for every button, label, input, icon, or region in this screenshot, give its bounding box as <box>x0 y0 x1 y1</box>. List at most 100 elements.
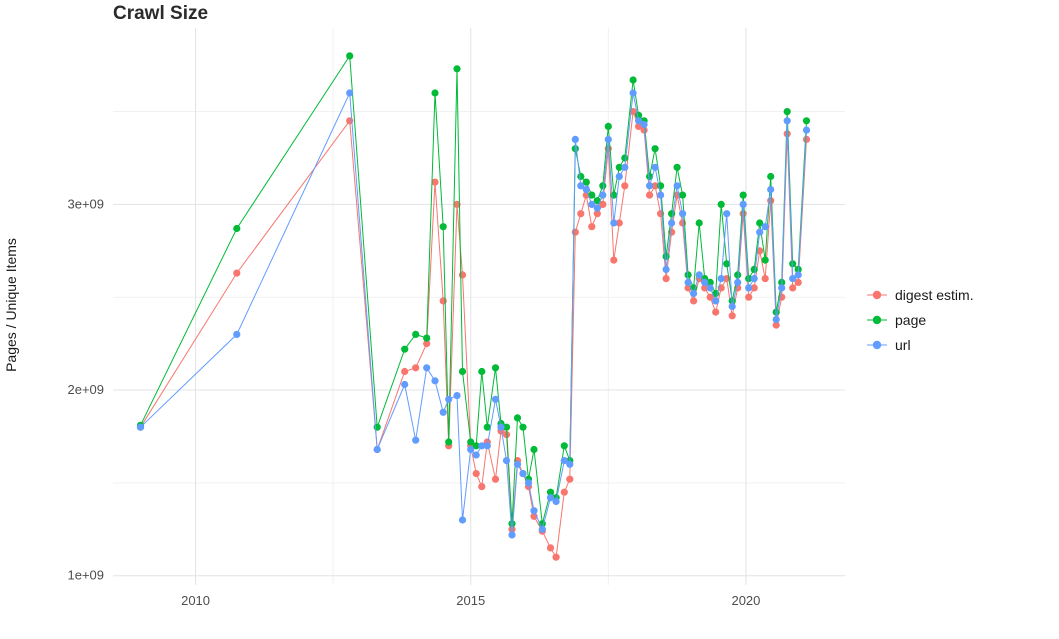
series-line <box>140 91 807 535</box>
data-point <box>472 470 480 478</box>
data-point <box>478 367 486 376</box>
data-point <box>439 297 447 305</box>
data-point <box>513 414 522 422</box>
data-point <box>552 553 560 561</box>
data-point <box>412 330 420 338</box>
data-point <box>679 191 687 199</box>
data-point <box>478 483 486 491</box>
data-point <box>629 89 637 97</box>
data-point <box>772 321 780 329</box>
data-point <box>546 488 555 496</box>
data-point <box>401 380 409 389</box>
data-point <box>577 210 585 218</box>
data-point <box>646 191 654 199</box>
legend-item-url: url <box>866 337 1059 353</box>
data-point <box>767 172 775 181</box>
data-point <box>739 191 747 199</box>
data-point <box>745 275 753 283</box>
legend: digest estim. page url <box>866 0 1059 639</box>
data-point <box>728 302 736 311</box>
data-point <box>467 445 475 454</box>
data-point <box>593 197 601 205</box>
data-point <box>615 172 623 181</box>
data-point <box>723 210 731 218</box>
y-tick-label: 1e+09 <box>67 568 104 583</box>
data-point <box>783 117 791 125</box>
data-point <box>453 65 461 73</box>
data-point <box>745 284 753 292</box>
data-point <box>668 210 676 218</box>
data-point <box>546 544 555 552</box>
data-point <box>734 278 742 286</box>
data-point <box>412 436 420 444</box>
data-point <box>530 445 538 454</box>
data-point <box>508 531 516 539</box>
data-point <box>593 210 601 218</box>
data-point <box>761 256 769 264</box>
data-point <box>483 442 491 450</box>
data-point <box>750 284 758 292</box>
data-point <box>519 470 527 478</box>
data-point <box>412 364 420 372</box>
legend-key-icon <box>867 315 887 324</box>
data-point <box>629 76 637 84</box>
data-point <box>577 182 585 190</box>
data-point <box>662 265 670 273</box>
y-tick-label: 3e+09 <box>67 196 104 211</box>
data-point <box>439 223 447 231</box>
data-point <box>478 442 486 450</box>
legend-key-icon <box>867 340 887 349</box>
data-point <box>373 423 381 431</box>
data-point <box>233 224 241 233</box>
data-point <box>783 108 791 116</box>
data-point <box>538 525 546 533</box>
data-point <box>789 275 797 283</box>
data-point <box>599 182 607 190</box>
data-point <box>690 297 698 305</box>
data-point <box>136 423 145 431</box>
data-point <box>635 122 643 130</box>
data-point <box>717 275 725 283</box>
data-point <box>679 210 687 218</box>
data-point <box>571 135 579 143</box>
data-point <box>706 284 714 292</box>
data-point <box>802 126 811 134</box>
data-point <box>604 135 612 143</box>
data-point <box>802 117 811 125</box>
y-tick-label: 2e+09 <box>67 382 104 397</box>
data-point <box>458 516 467 524</box>
data-point <box>610 256 618 264</box>
data-point <box>662 275 670 283</box>
data-point <box>491 364 500 372</box>
data-point <box>439 408 447 416</box>
x-tick-label: 2020 <box>731 593 760 608</box>
data-point <box>728 312 736 320</box>
data-point <box>445 395 453 403</box>
data-point <box>423 340 431 348</box>
data-point <box>739 200 747 208</box>
data-point <box>560 457 568 465</box>
data-point <box>668 219 676 227</box>
data-point <box>582 178 590 186</box>
data-point <box>566 475 574 483</box>
data-point <box>750 265 758 273</box>
data-point <box>615 163 623 171</box>
data-point <box>684 271 692 279</box>
data-point <box>423 364 431 372</box>
data-point <box>401 345 409 353</box>
data-point <box>491 395 500 403</box>
data-point <box>588 191 596 199</box>
data-point <box>772 315 780 324</box>
data-point <box>519 423 527 431</box>
data-point <box>657 191 665 199</box>
data-point <box>750 275 758 283</box>
data-point <box>599 191 607 199</box>
data-point <box>502 423 511 431</box>
data-point <box>560 442 568 450</box>
data-point <box>651 182 659 190</box>
data-point <box>734 271 742 279</box>
data-point <box>756 228 764 236</box>
data-point <box>423 334 431 342</box>
data-point <box>458 367 467 376</box>
